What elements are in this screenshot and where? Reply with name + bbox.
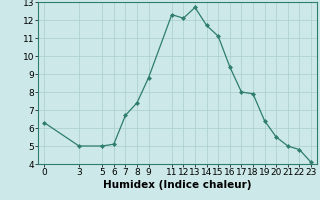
X-axis label: Humidex (Indice chaleur): Humidex (Indice chaleur): [103, 180, 252, 190]
